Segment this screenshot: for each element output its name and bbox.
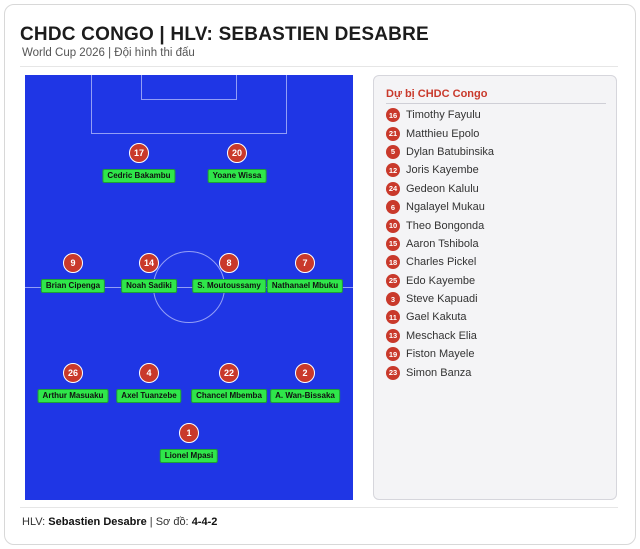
bench-number-badge: 3 <box>386 292 400 307</box>
player-number-badge: 17 <box>129 143 149 163</box>
player-number-badge: 7 <box>295 253 315 273</box>
bench-number-badge: 21 <box>386 126 400 141</box>
goal-area <box>141 75 237 100</box>
bench-item: 16 Timothy Fayulu <box>386 106 494 124</box>
bench-player-name: Joris Kayembe <box>406 164 479 177</box>
bench-item: 6 Ngalayel Mukau <box>386 198 494 216</box>
bench-title: Dự bị CHDC Congo <box>386 88 488 100</box>
player-number-badge: 2 <box>295 363 315 383</box>
bench-item: 15 Aaron Tshibola <box>386 235 494 253</box>
bench-number-badge: 25 <box>386 273 400 288</box>
bench-player-name: Edo Kayembe <box>406 274 476 287</box>
bench-player-name: Simon Banza <box>406 366 472 379</box>
bench-number-badge: 10 <box>386 218 400 233</box>
header-divider <box>20 66 618 67</box>
player-number-badge: 14 <box>139 253 159 273</box>
bench-player-name: Aaron Tshibola <box>406 237 479 250</box>
player-name-label: Noah Sadiki <box>121 279 177 293</box>
bench-player-name: Meschack Elia <box>406 329 477 342</box>
player-number-badge: 1 <box>179 423 199 443</box>
bench-player-name: Steve Kapuadi <box>406 293 478 306</box>
bench-panel: Dự bị CHDC Congo 16 Timothy Fayulu 21 Matth… <box>373 75 617 500</box>
bench-number-badge: 19 <box>386 347 400 362</box>
formation-value: 4-4-2 <box>191 516 218 528</box>
player-number-badge: 22 <box>219 363 239 383</box>
bench-number-badge: 11 <box>386 310 400 325</box>
bench-number-badge: 24 <box>386 181 400 196</box>
footer-separator: | <box>149 516 156 528</box>
player-name-label: Nathanael Mbuku <box>266 279 344 293</box>
bench-number-badge: 5 <box>386 144 400 159</box>
bench-player-name: Gael Kakuta <box>406 311 467 324</box>
player-name-label: Lionel Mpasi <box>159 449 219 463</box>
footer: HLV: Sebastien Desabre | Sơ đồ: 4-4-2 <box>22 516 217 528</box>
bench-item: 13 Meschack Elia <box>386 327 494 345</box>
bench-number-badge: 15 <box>386 236 400 251</box>
player-name-label: Yoane Wissa <box>207 169 267 183</box>
bench-number-badge: 23 <box>386 365 400 380</box>
coach-label: HLV: <box>22 516 46 528</box>
bench-number-badge: 12 <box>386 163 400 178</box>
player-name-label: Arthur Masuaku <box>37 389 109 403</box>
footer-divider <box>20 507 618 508</box>
bench-player-name: Gedeon Kalulu <box>406 182 479 195</box>
bench-player-name: Fiston Mayele <box>406 348 475 361</box>
pitch: 17 Cedric Bakambu 20 Yoane Wissa 9 Brian Cipe… <box>25 75 353 500</box>
player-number-badge: 20 <box>227 143 247 163</box>
bench-player-name: Charles Pickel <box>406 256 477 269</box>
player-name-label: Brian Cipenga <box>40 279 106 293</box>
player-name-label: A. Wan-Bissaka <box>270 389 340 403</box>
bench-list: 16 Timothy Fayulu 21 Matthieu Epolo 5 Dylan B… <box>386 106 494 382</box>
bench-item: 19 Fiston Mayele <box>386 345 494 363</box>
bench-player-name: Timothy Fayulu <box>406 109 481 122</box>
player-name-label: S. Moutoussamy <box>192 279 266 293</box>
page-title: CHDC CONGO | HLV: SEBASTIEN DESABRE <box>20 24 429 45</box>
bench-player-name: Ngalayel Mukau <box>406 201 485 214</box>
bench-item: 10 Theo Bongonda <box>386 216 494 234</box>
coach-name: Sebastien Desabre <box>48 516 147 528</box>
bench-player-name: Dylan Batubinsika <box>406 145 495 158</box>
bench-item: 11 Gael Kakuta <box>386 308 494 326</box>
page-subtitle: World Cup 2026 | Đội hình thi đấu <box>22 47 195 59</box>
formation-label: Sơ đồ: <box>155 516 189 528</box>
bench-item: 3 Steve Kapuadi <box>386 290 494 308</box>
bench-item: 24 Gedeon Kalulu <box>386 180 494 198</box>
bench-number-badge: 6 <box>386 200 400 215</box>
player-name-label: Chancel Mbemba <box>191 389 267 403</box>
player-number-badge: 4 <box>139 363 159 383</box>
bench-item: 18 Charles Pickel <box>386 253 494 271</box>
bench-item: 5 Dylan Batubinsika <box>386 143 494 161</box>
player-number-badge: 26 <box>63 363 83 383</box>
bench-item: 12 Joris Kayembe <box>386 161 494 179</box>
bench-item: 23 Simon Banza <box>386 363 494 381</box>
bench-item: 25 Edo Kayembe <box>386 272 494 290</box>
player-number-badge: 9 <box>63 253 83 273</box>
player-name-label: Cedric Bakambu <box>102 169 176 183</box>
bench-player-name: Theo Bongonda <box>406 219 485 232</box>
penalty-area <box>91 75 287 134</box>
bench-divider <box>386 103 606 104</box>
bench-item: 21 Matthieu Epolo <box>386 124 494 142</box>
player-number-badge: 8 <box>219 253 239 273</box>
bench-number-badge: 18 <box>386 255 400 270</box>
player-name-label: Axel Tuanzebe <box>116 389 182 403</box>
bench-player-name: Matthieu Epolo <box>406 127 480 140</box>
bench-number-badge: 16 <box>386 108 400 123</box>
bench-number-badge: 13 <box>386 328 400 343</box>
